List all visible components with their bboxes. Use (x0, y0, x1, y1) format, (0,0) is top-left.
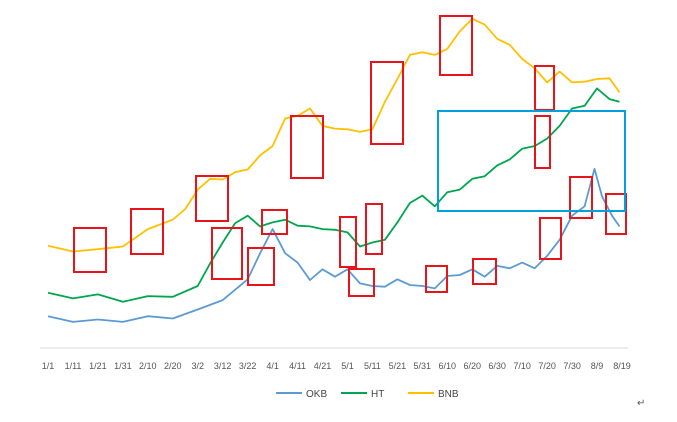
x-tick-labels: 1/1 1/11 1/21 1/31 2/10 2/20 3/2 3/12 3/22 4/1 4/1… (42, 361, 631, 371)
x-tick-label: 7/30 (563, 361, 581, 371)
red-highlight-box (348, 268, 375, 297)
blue-highlight-box (437, 110, 626, 212)
x-tick-label: 4/21 (314, 361, 332, 371)
red-highlight-box (195, 175, 229, 222)
red-highlight-box (73, 227, 107, 273)
x-tick-label: 3/22 (239, 361, 257, 371)
red-highlight-box (539, 217, 562, 260)
x-tick-label: 3/2 (191, 361, 204, 371)
red-highlight-box (534, 115, 551, 169)
red-highlight-box (211, 227, 243, 280)
x-tick-label: 6/30 (488, 361, 506, 371)
red-highlight-box (439, 15, 473, 76)
legend-label-ht: HT (371, 389, 384, 400)
red-highlight-box (247, 247, 275, 286)
x-tick-label: 6/10 (439, 361, 457, 371)
x-tick-label: 1/31 (114, 361, 132, 371)
series-line-bnb (47, 17, 621, 253)
x-tick-label: 7/10 (513, 361, 531, 371)
x-tick-label: 1/21 (89, 361, 107, 371)
red-highlight-box (290, 115, 324, 179)
red-highlight-box (370, 61, 404, 145)
x-tick-label: 4/1 (266, 361, 279, 371)
x-tick-label: 5/11 (364, 361, 381, 371)
x-tick-label: 7/20 (538, 361, 556, 371)
legend: OKB HT BNB (276, 389, 459, 400)
red-highlight-box (130, 208, 164, 255)
red-highlight-box (569, 176, 593, 219)
x-tick-label: 2/20 (164, 361, 182, 371)
annotation-layer (73, 15, 627, 297)
red-highlight-box (472, 258, 497, 285)
red-highlight-box (425, 265, 448, 293)
x-tick-label: 1/1 (42, 361, 55, 371)
x-tick-label: 6/20 (464, 361, 482, 371)
x-tick-label: 8/9 (591, 361, 604, 371)
return-mark-icon: ↵ (637, 398, 646, 409)
x-tick-label: 5/31 (414, 361, 432, 371)
legend-label-okb: OKB (306, 389, 327, 400)
legend-label-bnb: BNB (438, 389, 459, 400)
x-tick-label: 3/12 (214, 361, 232, 371)
series-layer (47, 17, 621, 323)
red-highlight-box (261, 209, 288, 235)
red-highlight-box (339, 216, 357, 268)
x-tick-label: 5/21 (389, 361, 407, 371)
x-tick-label: 1/11 (65, 361, 82, 371)
series-line-ht (47, 87, 620, 303)
x-tick-label: 2/10 (139, 361, 157, 371)
x-tick-label: 8/19 (613, 361, 631, 371)
red-highlight-box (605, 193, 627, 235)
x-tick-label: 4/11 (289, 361, 306, 371)
series-line-okb (47, 167, 621, 323)
x-tick-label: 5/1 (341, 361, 354, 371)
red-highlight-box (365, 203, 383, 255)
